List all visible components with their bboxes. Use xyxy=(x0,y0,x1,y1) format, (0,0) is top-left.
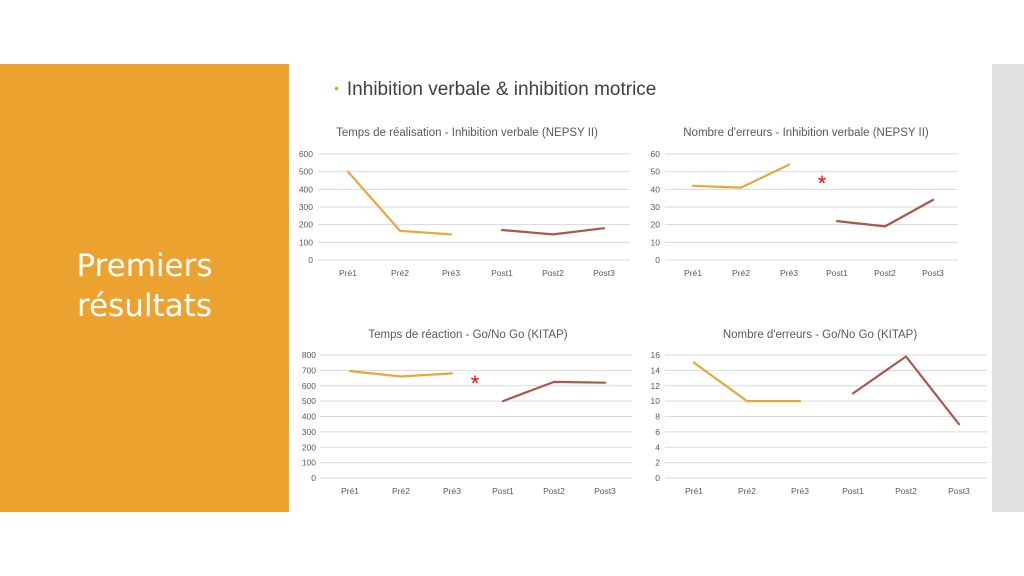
significance-star: * xyxy=(818,171,827,196)
y-tick-label: 500 xyxy=(302,396,316,406)
sidebar-panel xyxy=(0,64,289,512)
x-tick-label: Post1 xyxy=(491,268,513,278)
y-tick-label: 0 xyxy=(308,255,313,265)
section-title: Premiers résultats xyxy=(0,246,289,326)
x-tick-label: Post1 xyxy=(826,268,848,278)
y-tick-label: 700 xyxy=(302,365,316,375)
x-tick-label: Post3 xyxy=(593,268,615,278)
bullet-dot-icon: • xyxy=(334,80,339,96)
x-tick-label: Post2 xyxy=(895,486,917,496)
y-tick-label: 800 xyxy=(302,350,316,360)
x-tick-label: Post2 xyxy=(543,486,565,496)
y-tick-label: 100 xyxy=(299,237,313,247)
x-tick-label: Pré1 xyxy=(341,486,359,496)
y-tick-label: 200 xyxy=(299,220,313,230)
y-tick-label: 40 xyxy=(651,184,661,194)
y-tick-label: 6 xyxy=(655,427,660,437)
x-tick-label: Pré3 xyxy=(443,486,461,496)
y-tick-label: 500 xyxy=(299,167,313,177)
x-tick-label: Post3 xyxy=(922,268,944,278)
x-tick-label: Pré2 xyxy=(738,486,756,496)
x-tick-label: Pré3 xyxy=(780,268,798,278)
y-tick-label: 400 xyxy=(299,184,313,194)
x-tick-label: Pré1 xyxy=(685,486,703,496)
x-tick-label: Post1 xyxy=(842,486,864,496)
x-tick-label: Post2 xyxy=(542,268,564,278)
scroll-strip xyxy=(992,64,1024,512)
y-tick-label: 300 xyxy=(299,202,313,212)
y-tick-label: 50 xyxy=(651,167,661,177)
x-tick-label: Pré3 xyxy=(791,486,809,496)
significance-star: * xyxy=(471,371,480,396)
y-tick-label: 8 xyxy=(655,412,660,422)
chart-title: Temps de réaction - Go/No Go (KITAP) xyxy=(368,329,567,341)
y-tick-label: 0 xyxy=(311,473,316,483)
y-tick-label: 200 xyxy=(302,442,316,452)
y-tick-label: 20 xyxy=(651,220,661,230)
y-tick-label: 0 xyxy=(655,473,660,483)
y-tick-label: 400 xyxy=(302,412,316,422)
chart-title: Nombre d'erreurs - Inhibition verbale (N… xyxy=(683,127,929,139)
chart-title: Temps de réalisation - Inhibition verbal… xyxy=(336,127,598,139)
x-tick-label: Post1 xyxy=(492,486,514,496)
y-tick-label: 100 xyxy=(302,458,316,468)
x-tick-label: Post2 xyxy=(874,268,896,278)
series-line xyxy=(692,361,802,403)
x-tick-label: Post3 xyxy=(948,486,970,496)
y-tick-label: 4 xyxy=(655,442,660,452)
section-title-line2: résultats xyxy=(76,288,212,324)
y-tick-label: 300 xyxy=(302,427,316,437)
x-tick-label: Pré1 xyxy=(684,268,702,278)
y-tick-label: 10 xyxy=(651,237,661,247)
x-tick-label: Pré2 xyxy=(391,268,409,278)
x-tick-label: Post3 xyxy=(594,486,616,496)
x-tick-label: Pré3 xyxy=(442,268,460,278)
x-tick-label: Pré2 xyxy=(732,268,750,278)
x-tick-label: Pré1 xyxy=(339,268,357,278)
bullet-point: • Inhibition verbale & inhibition motrice xyxy=(334,79,656,101)
y-tick-label: 12 xyxy=(651,381,661,391)
chart-title: Nombre d'erreurs - Go/No Go (KITAP) xyxy=(723,329,918,341)
y-tick-label: 30 xyxy=(651,202,661,212)
y-tick-label: 10 xyxy=(651,396,661,406)
x-tick-label: Pré2 xyxy=(392,486,410,496)
y-tick-label: 2 xyxy=(655,458,660,468)
series-line xyxy=(851,355,961,426)
y-tick-label: 600 xyxy=(302,381,316,391)
y-tick-label: 14 xyxy=(651,365,661,375)
y-tick-label: 16 xyxy=(651,350,661,360)
y-tick-label: 600 xyxy=(299,149,313,159)
bullet-text: Inhibition verbale & inhibition motrice xyxy=(346,79,657,100)
y-tick-label: 60 xyxy=(651,149,661,159)
section-title-line1: Premiers xyxy=(76,248,213,284)
y-tick-label: 0 xyxy=(655,255,660,265)
